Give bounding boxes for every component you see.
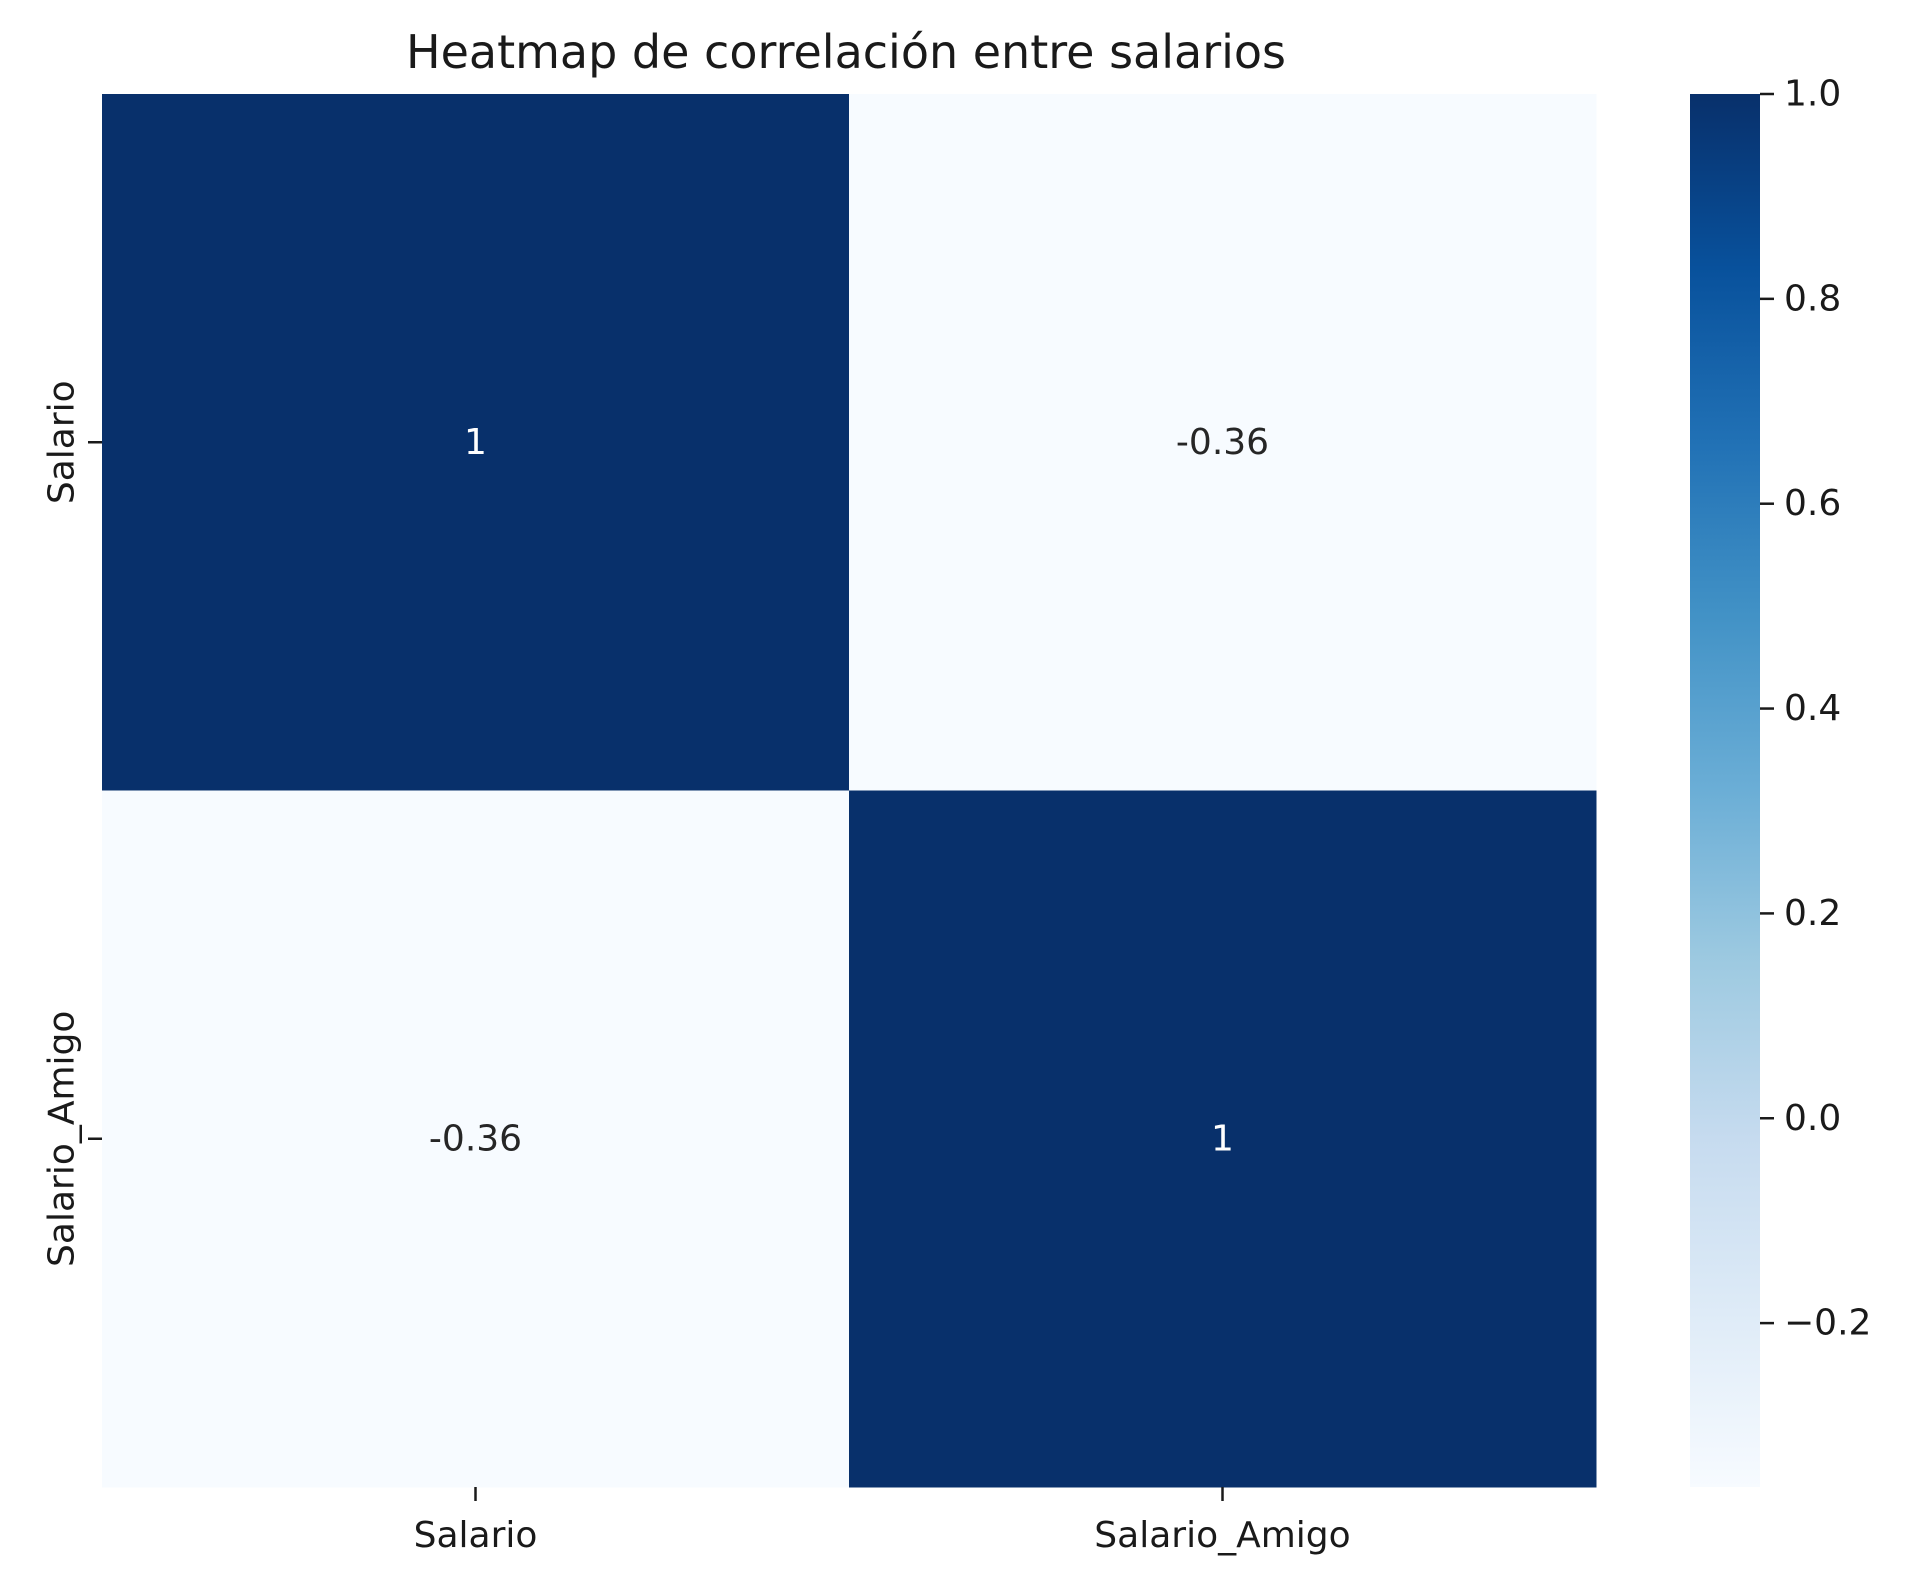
colorbar-tick-label: −0.2: [1784, 1303, 1871, 1344]
colorbar-tick-label: 0.6: [1784, 483, 1841, 524]
heatmap-cells: [102, 94, 1597, 1488]
cell-value-label: 1: [464, 422, 487, 463]
colorbar: 1.0 0.8 0.6 0.4 0.2 0.0 −0.2: [1690, 74, 1871, 1487]
x-tick-label: Salario_Amigo: [1094, 1515, 1350, 1556]
y-tick-label: Salario: [42, 380, 83, 504]
colorbar-gradient: [1690, 94, 1760, 1487]
cell-value-label: -0.36: [1176, 422, 1269, 463]
y-tick-label: Salario_Amigo: [42, 1011, 83, 1267]
heatmap-cell-labels: 1 -0.36 -0.36 1: [429, 422, 1269, 1160]
colorbar-tick-label: 0.8: [1784, 278, 1841, 319]
cell-value-label: 1: [1211, 1118, 1234, 1159]
colorbar-tick-label: 0.0: [1784, 1098, 1841, 1139]
heatmap-cell-0-1: [849, 94, 1597, 791]
colorbar-tick-label: 0.4: [1784, 688, 1841, 729]
heatmap-cell-1-1: [849, 790, 1597, 1488]
x-tick-label: Salario: [414, 1515, 538, 1556]
colorbar-tick-label: 0.2: [1784, 893, 1841, 934]
x-axis: Salario Salario_Amigo: [414, 1487, 1351, 1556]
chart-title: Heatmap de correlación entre salarios: [406, 25, 1286, 79]
y-axis: Salario Salario_Amigo: [42, 380, 102, 1267]
heatmap-cell-0-0: [102, 94, 850, 791]
colorbar-tick-label: 1.0: [1784, 74, 1841, 115]
cell-value-label: -0.36: [429, 1118, 522, 1159]
colorbar-ticks: 1.0 0.8 0.6 0.4 0.2 0.0 −0.2: [1760, 74, 1871, 1344]
heatmap-cell-1-0: [102, 790, 850, 1488]
